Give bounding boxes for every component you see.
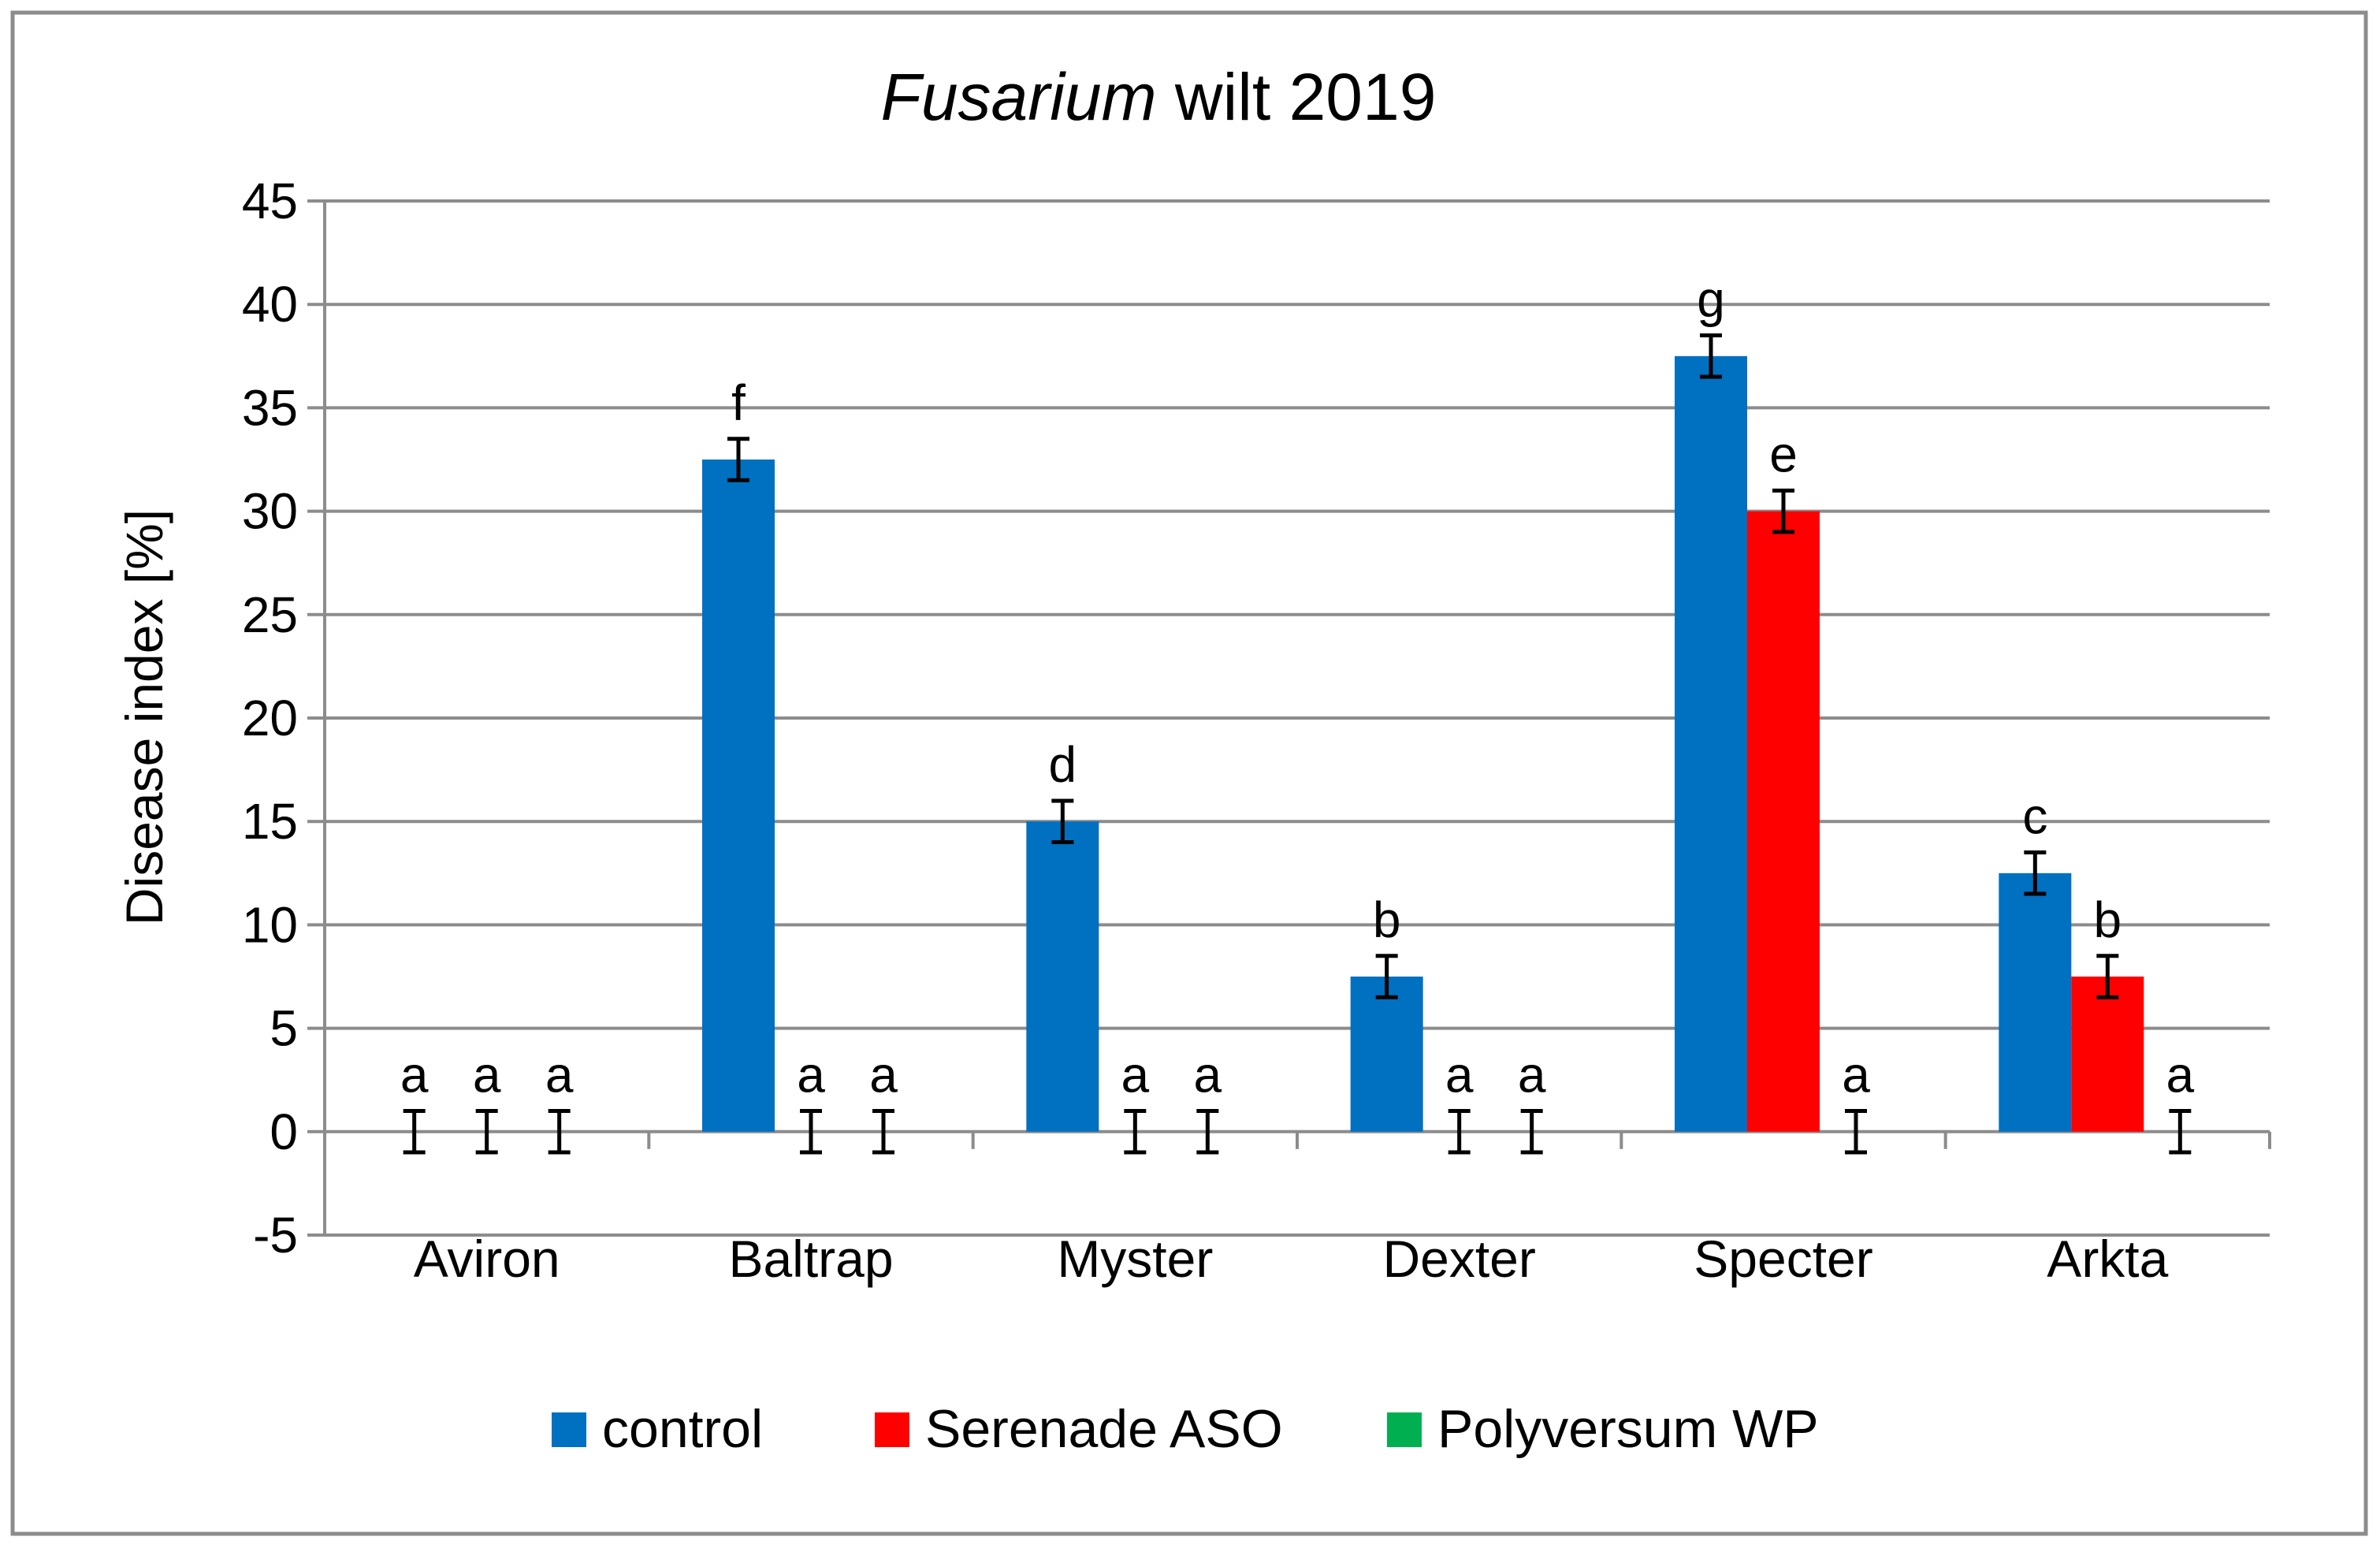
- gridlines: [325, 199, 2270, 1237]
- y-tick-label: 35: [242, 379, 298, 436]
- error-bars: [403, 333, 2192, 1155]
- legend-swatch: [552, 1412, 586, 1447]
- significance-letter: a: [545, 1047, 574, 1103]
- significance-letter: b: [2094, 891, 2122, 948]
- y-tick-label: 15: [242, 793, 298, 850]
- significance-letter: a: [473, 1047, 501, 1103]
- legend-label: Serenade ASO: [925, 1399, 1283, 1459]
- x-category-label: Specter: [1694, 1230, 1872, 1288]
- y-tick-label: 45: [242, 173, 298, 229]
- chart-title-italic: Fusarium: [881, 60, 1157, 134]
- significance-letter: d: [1049, 736, 1077, 793]
- chart-title: Fusarium wilt 2019: [881, 60, 1437, 134]
- legend-swatch: [875, 1412, 909, 1447]
- y-tick-label: 0: [270, 1103, 298, 1160]
- significance-letter: g: [1697, 271, 1725, 328]
- chart-frame: [10, 10, 2368, 1536]
- y-axis-label: Disease index [%]: [115, 509, 173, 925]
- chart-title-rest: wilt 2019: [1157, 60, 1437, 134]
- bar: [1747, 511, 1820, 1132]
- legend: control Serenade ASO Polyversum WP: [552, 1399, 1819, 1459]
- bar: [1675, 355, 1747, 1132]
- bar: [1350, 977, 1423, 1132]
- significance-letter: b: [1373, 891, 1401, 948]
- significance-letter: a: [1518, 1047, 1546, 1103]
- significance-letter: e: [1769, 426, 1798, 482]
- significance-letter: a: [1445, 1047, 1474, 1103]
- y-tick-label: 25: [242, 586, 298, 643]
- bar: [702, 460, 775, 1132]
- significance-letter: a: [1121, 1047, 1150, 1103]
- y-tick-label: 5: [270, 1000, 298, 1057]
- bar: [2071, 977, 2144, 1132]
- legend-label: Polyversum WP: [1437, 1399, 1819, 1459]
- significance-letter: c: [2022, 788, 2047, 845]
- x-category-label: Arkta: [2047, 1230, 2168, 1288]
- bar: [1026, 821, 1099, 1132]
- significance-letter: a: [869, 1047, 898, 1103]
- x-axis: Aviron Baltrap Myster Dexter Specter Arkta: [323, 1129, 2271, 1288]
- legend-label: control: [602, 1399, 763, 1459]
- significance-letter: f: [731, 374, 746, 431]
- x-category-label: Baltrap: [728, 1230, 893, 1288]
- bar: [1999, 873, 2072, 1132]
- y-tick-label: -5: [253, 1207, 298, 1263]
- y-axis: -5 0 5 10 15 20 25 30 35 40 45: [242, 173, 326, 1263]
- significance-letter: a: [2166, 1047, 2195, 1103]
- y-tick-label: 10: [242, 896, 298, 953]
- y-tick-label: 40: [242, 276, 298, 333]
- significance-letter: a: [1842, 1047, 1870, 1103]
- significance-letter: a: [797, 1047, 825, 1103]
- x-category-label: Aviron: [414, 1230, 560, 1288]
- bars: [702, 355, 2144, 1132]
- x-category-label: Dexter: [1382, 1230, 1535, 1288]
- significance-letter: a: [1194, 1047, 1222, 1103]
- legend-swatch: [1387, 1412, 1422, 1447]
- y-tick-label: 30: [242, 483, 298, 540]
- y-tick-label: 20: [242, 690, 298, 746]
- significance-letter: a: [400, 1047, 429, 1103]
- x-category-label: Myster: [1057, 1230, 1213, 1288]
